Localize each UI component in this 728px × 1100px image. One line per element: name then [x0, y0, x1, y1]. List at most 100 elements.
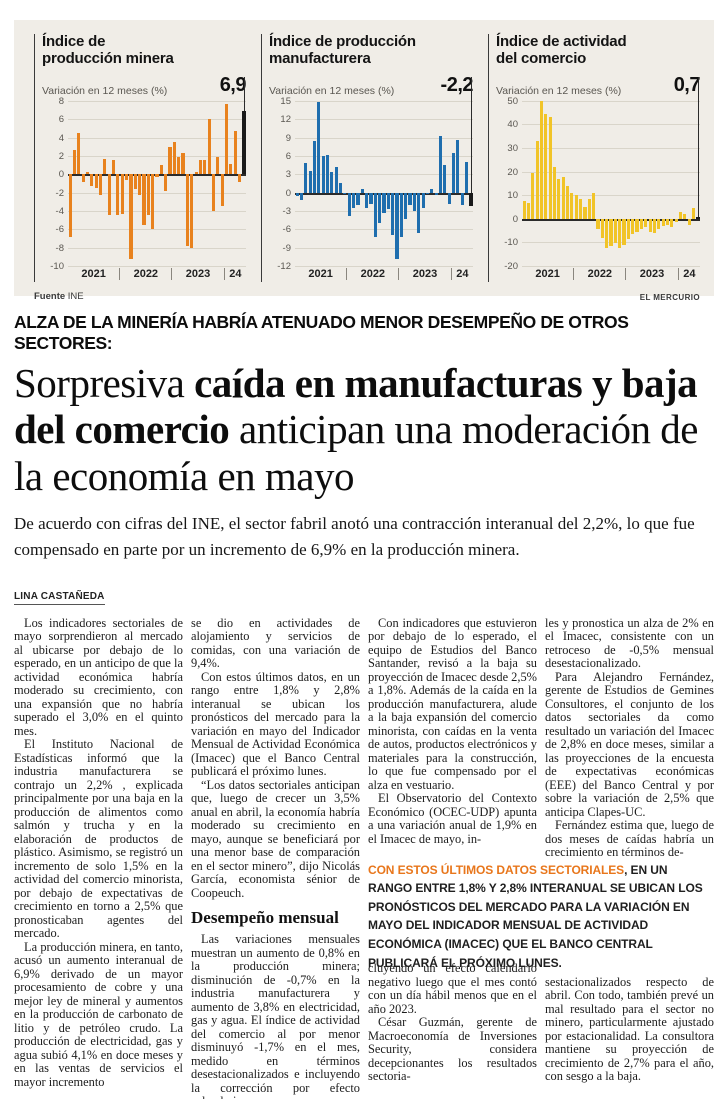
bar	[674, 218, 678, 223]
y-tick-label: 0	[285, 187, 291, 199]
y-tick-label: -9	[282, 242, 291, 254]
bar	[224, 103, 229, 175]
source-note: Fuente INE	[34, 291, 84, 302]
gridline	[68, 210, 246, 212]
y-tick-label: -10	[50, 260, 64, 272]
bar	[661, 218, 665, 227]
article-columns: Los indicadores sectoriales de mayo sorp…	[14, 617, 714, 1099]
bar	[177, 156, 181, 175]
bar	[317, 102, 321, 193]
bar	[112, 159, 116, 175]
deck: De acuerdo con cifras del INE, el sector…	[14, 513, 695, 560]
bar	[526, 202, 531, 219]
bar	[626, 218, 630, 239]
gridline	[68, 265, 246, 267]
bar	[369, 192, 373, 205]
gridline	[295, 229, 473, 231]
x-axis: 2021 2022 2023 24	[68, 266, 246, 282]
chart-title: Índice de producción manufacturera	[269, 33, 416, 67]
x-axis-year-label: 24	[223, 267, 246, 280]
column-4: les y pronostica un alza de 2% en el Ima…	[545, 617, 714, 1099]
bar	[417, 192, 421, 234]
source-label: Fuente	[34, 290, 66, 302]
y-tick-label: -3	[282, 205, 291, 217]
bar	[347, 192, 351, 216]
bar	[579, 199, 583, 219]
bar	[644, 218, 648, 227]
bar	[544, 113, 548, 219]
bar	[531, 172, 535, 219]
gridline	[522, 100, 700, 102]
bar	[391, 192, 395, 236]
bar	[425, 192, 429, 195]
bar	[570, 192, 574, 219]
bar	[382, 192, 386, 214]
bar	[185, 174, 189, 246]
bar	[399, 192, 403, 237]
x-axis-year-label: 24	[450, 267, 473, 280]
bar	[639, 218, 643, 229]
x-axis-year-label: 24	[677, 267, 700, 280]
bar	[94, 174, 98, 188]
gridline	[522, 195, 700, 197]
bar	[386, 192, 390, 210]
bar	[116, 174, 120, 216]
bar	[334, 166, 338, 193]
bar	[631, 218, 635, 235]
bar	[120, 174, 124, 214]
bar	[395, 192, 399, 260]
chart-latest-value: 0,7	[673, 73, 701, 96]
gridline	[68, 247, 246, 249]
bar	[434, 192, 438, 195]
y-tick-label: -20	[504, 260, 518, 272]
headline: Sorpresiva caída en manufacturas y baja …	[14, 360, 714, 499]
bar	[194, 172, 198, 175]
y-tick-label: 8	[58, 95, 64, 107]
gridline	[295, 137, 473, 139]
bar	[155, 174, 159, 177]
chart-2: Índice de producción manufacturera Variac…	[261, 33, 474, 282]
y-tick-label: 12	[280, 114, 291, 126]
bar	[98, 174, 103, 196]
bar	[557, 179, 561, 219]
y-tick-label: -12	[277, 260, 291, 272]
y-tick-label: 50	[507, 95, 518, 107]
bar	[665, 218, 669, 225]
paragraph: se dio en actividades de alojamiento y s…	[191, 616, 360, 671]
column-1: Los indicadores sectoriales de mayo sorp…	[14, 617, 183, 1099]
y-tick-label: 6	[58, 114, 64, 126]
bar	[613, 218, 617, 244]
y-tick-label: -6	[282, 224, 291, 236]
bar	[587, 198, 591, 219]
bar	[687, 218, 691, 225]
section-subhead: Desempeño mensual	[191, 908, 339, 928]
chart-subtitle: Variación en 12 meses (%)	[496, 84, 622, 97]
chart-subrow: Variación en 12 meses (%) 0,7	[496, 73, 701, 97]
bar	[548, 116, 552, 219]
bar	[203, 159, 207, 175]
headline-seg-3: anticipan una moderación de la economía …	[14, 406, 698, 499]
y-tick-label: 10	[507, 190, 518, 202]
bar	[138, 174, 142, 196]
chart-plot: 8 6 4 2 0 -2 -4 -6 -8 -10	[50, 76, 246, 272]
paragraph: Con estos últimos datos, en un rango ent…	[191, 669, 360, 779]
bar	[522, 201, 526, 219]
chart-title: Índice de producción minera	[42, 33, 174, 67]
bar	[683, 214, 687, 219]
y-tick-label: 4	[58, 132, 64, 144]
bar	[103, 158, 107, 175]
bar	[618, 218, 622, 249]
x-axis-year-label: 2022	[573, 267, 625, 280]
bar	[583, 207, 587, 219]
gridline	[295, 247, 473, 249]
bar	[609, 218, 613, 246]
bar	[691, 208, 696, 219]
paragraph: César Guzmán, gerente de Macroeconomía d…	[368, 1015, 537, 1084]
x-axis-year-label: 2021	[308, 267, 333, 280]
y-tick-label: 15	[280, 95, 291, 107]
x-axis: 2021 2022 2023 24	[295, 266, 473, 282]
bar	[404, 192, 408, 220]
y-tick-label: 0	[58, 169, 64, 181]
bar	[360, 188, 364, 193]
gridline	[68, 155, 246, 157]
